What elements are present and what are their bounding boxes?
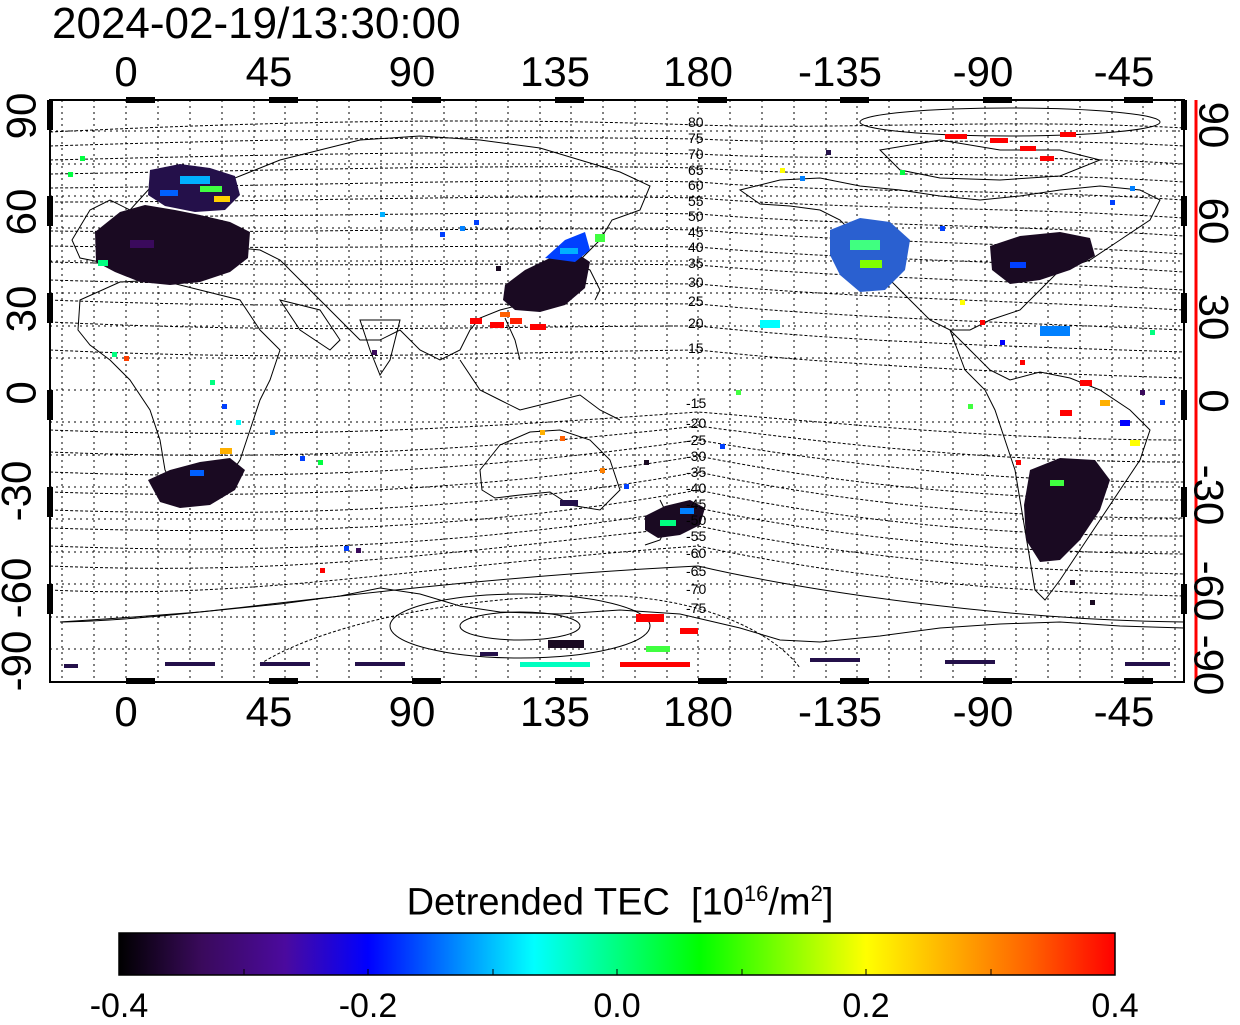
magnetic-latitude-contours [50, 107, 1184, 669]
tec-data [64, 132, 1170, 668]
contour-label: 45 [688, 224, 704, 240]
colorbar-tick-label: -0.4 [89, 987, 149, 1025]
top-lon-tick: -135 [797, 48, 883, 95]
colorbar-tick-label: 0.4 [1091, 987, 1139, 1025]
timestamp: 2024-02-19/13:30:00 [52, 0, 461, 48]
top-lon-tick: 90 [388, 48, 436, 95]
bottom-lon-tick: -135 [797, 688, 883, 735]
contour-labels-north: 80 75 70 65 60 55 50 45 40 35 30 25 20 1… [688, 114, 704, 356]
bottom-lon-tick: -45 [1093, 688, 1155, 735]
colorbar-unit-mid: /m [768, 881, 811, 924]
contour-label: 35 [688, 255, 704, 271]
tec-map: 80 75 70 65 60 55 50 45 40 35 30 25 20 1… [47, 97, 1198, 684]
bottom-lon-tick: 45 [245, 688, 293, 735]
top-lon-tick: 180 [662, 48, 734, 95]
contour-label: 60 [688, 177, 704, 193]
bottom-lon-tick: 180 [662, 688, 734, 735]
colorbar-title-text: Detrended TEC [406, 881, 670, 924]
colorbar-ticks [243, 969, 992, 975]
top-lon-tick: 0 [114, 48, 138, 95]
tec-scatter [68, 150, 1165, 605]
contour-label: -50 [686, 512, 706, 528]
contour-label: 20 [688, 315, 704, 331]
contour-label: -45 [686, 496, 706, 512]
axis-tick-bars [47, 97, 1187, 684]
contour-label: -55 [686, 528, 706, 544]
contour-label: 70 [688, 146, 704, 162]
contour-label: -35 [686, 464, 706, 480]
bottom-lon-tick: -90 [952, 688, 1014, 735]
contour-label: -70 [686, 581, 706, 597]
bottom-lon-tick: 90 [388, 688, 436, 735]
top-lon-tick: -45 [1093, 48, 1155, 95]
contour-label: 15 [688, 340, 704, 356]
colorbar-tick-label: 0.2 [842, 987, 890, 1025]
contour-label: 75 [688, 130, 704, 146]
colorbar-tick-label: -0.2 [338, 987, 398, 1025]
colorbar-tick-label: 0.0 [593, 987, 641, 1025]
contour-label: -15 [686, 395, 706, 411]
top-lon-tick: 45 [245, 48, 293, 95]
contour-label: 30 [688, 274, 704, 290]
colorbar-unit-suffix: ] [822, 881, 834, 924]
contour-label: -75 [686, 600, 706, 616]
contour-label: -25 [686, 432, 706, 448]
contour-label: -60 [686, 545, 706, 561]
contour-label: -40 [686, 480, 706, 496]
contour-label: 55 [688, 193, 704, 209]
colorbar-title: Detrended TEC [1016/m2] [0, 872, 1240, 925]
contour-label: 25 [688, 293, 704, 309]
colorbar-unit-prefix: [10 [691, 881, 744, 924]
colorbar-gradient [118, 932, 1116, 976]
colorbar-unit-exp: 16 [743, 881, 769, 906]
bottom-lon-tick: 0 [114, 688, 138, 735]
contour-label: 50 [688, 208, 704, 224]
contour-label: -20 [686, 415, 706, 431]
contour-labels-south: -15 -20 -25 -30 -35 -40 -45 -50 -55 -60 … [686, 395, 706, 616]
top-lon-tick: -90 [952, 48, 1014, 95]
contour-label: 80 [688, 114, 704, 130]
top-lon-tick: 135 [519, 48, 591, 95]
contour-label: -30 [686, 448, 706, 464]
contour-label: 40 [688, 239, 704, 255]
colorbar-unit-exp2: 2 [810, 881, 823, 906]
contour-label: 65 [688, 162, 704, 178]
bottom-lon-tick: 135 [519, 688, 591, 735]
contour-label: -65 [686, 563, 706, 579]
